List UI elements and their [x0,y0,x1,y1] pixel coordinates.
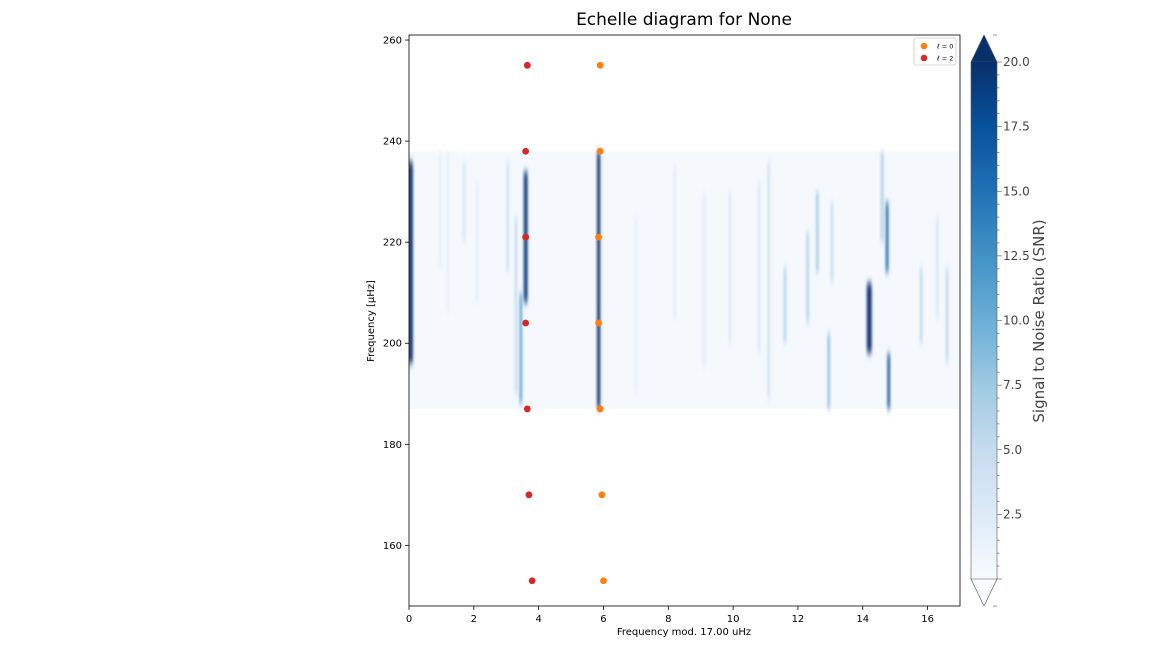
heatmap-ridge [880,151,884,243]
point-l0 [598,491,606,499]
x-tick-label: 16 [921,614,934,625]
heatmap-ridges [409,151,949,409]
heatmap-ridge [945,267,949,364]
y-tick-label: 220 [383,238,402,249]
point-l2 [525,491,533,499]
x-axis-label: Frequency mod. 17.00 uHz [617,627,751,638]
y-tick-label: 160 [383,541,402,552]
heatmap-ridge [634,216,638,394]
x-axis: 0 2 4 6 8 10 12 14 16 [406,606,934,625]
x-tick-label: 14 [856,614,869,625]
y-tick-label: 240 [383,137,402,148]
colorbar-gradient [971,62,997,579]
heatmap-ridge [885,201,889,273]
x-tick-label: 0 [406,614,412,625]
heatmap-ridge [462,161,466,243]
legend-marker-l0 [920,42,928,50]
legend-marker-l2 [920,54,928,62]
heatmap-ridge [596,151,601,409]
heatmap-ridge [702,191,706,369]
point-l2 [523,61,531,69]
x-tick-label: 10 [727,614,740,625]
plot-frame [408,34,961,607]
y-axis-label: Frequency [µHz] [366,280,377,362]
heatmap-ridge [827,333,830,409]
colorbar-tick-label: 20.0 [1003,55,1030,69]
point-l2 [522,147,530,155]
point-l0 [595,233,603,241]
heatmap-ridge [783,267,787,344]
point-l0 [596,405,604,413]
point-l2 [522,233,530,241]
colorbar-tick-label: 15.0 [1003,184,1030,198]
heatmap-ridge [919,267,923,344]
x-tick-label: 8 [665,614,671,625]
heatmap-ridge [475,181,479,303]
heatmap-band [409,151,960,409]
legend-label-l2: ℓ = 2 [937,55,953,63]
point-l0 [596,147,604,155]
plot-area [409,151,960,409]
colorbar-tick-label: 12.5 [1003,249,1030,263]
heatmap-ridge [866,282,872,354]
colorbar-lower-extension [970,578,998,607]
x-tick-label: 12 [792,614,805,625]
point-l0 [600,577,607,585]
heatmap-ridge [767,161,770,399]
heatmap-ridge [831,201,833,283]
point-l0 [596,61,604,69]
chart-title: Echelle diagram for None [576,10,792,30]
heatmap-ridge [514,216,518,394]
x-tick-label: 2 [471,614,477,625]
heatmap-ridge [506,161,510,273]
y-tick-label: 200 [383,339,402,350]
colorbar-tick-label: 2.5 [1003,507,1022,521]
data-points [522,61,607,585]
heatmap-ridge [673,166,677,318]
point-l2 [523,405,531,413]
colorbar-label: Signal to Noise Ratio (SNR) [1030,219,1048,422]
legend-label-l0: ℓ = 0 [937,43,953,51]
heatmap-ridge [446,151,449,313]
y-axis: 160 180 200 220 240 260 [383,36,409,552]
heatmap-ridge [936,216,939,318]
y-tick-label: 180 [383,440,402,451]
point-l0 [595,319,603,327]
heatmap-ridge [728,191,732,344]
colorbar-tick-label: 7.5 [1003,378,1022,392]
heatmap-ridge [816,191,819,273]
heatmap-ridge [887,353,890,409]
colorbar-upper-extension [970,34,998,63]
heatmap-ridge [409,161,413,364]
x-tick-label: 4 [535,614,541,625]
y-tick-label: 260 [383,36,402,47]
x-tick-label: 6 [600,614,606,625]
colorbar: 2.5 5.0 7.5 10.0 12.5 15.0 17.5 20.0 Signal to … [970,34,1048,607]
colorbar-tick-label: 10.0 [1003,314,1030,328]
heatmap-ridge [806,232,809,324]
colorbar-tick-label: 5.0 [1003,443,1022,457]
colorbar-tick-label: 17.5 [1003,120,1030,134]
heatmap-ridge [757,181,761,354]
point-l2 [528,577,536,585]
legend: ℓ = 0 ℓ = 2 [913,37,957,66]
heatmap-ridge [519,292,523,404]
colorbar-ticks: 2.5 5.0 7.5 10.0 12.5 15.0 17.5 20.0 [993,34,1030,607]
heatmap-ridge [438,151,441,268]
point-l2 [522,319,530,327]
